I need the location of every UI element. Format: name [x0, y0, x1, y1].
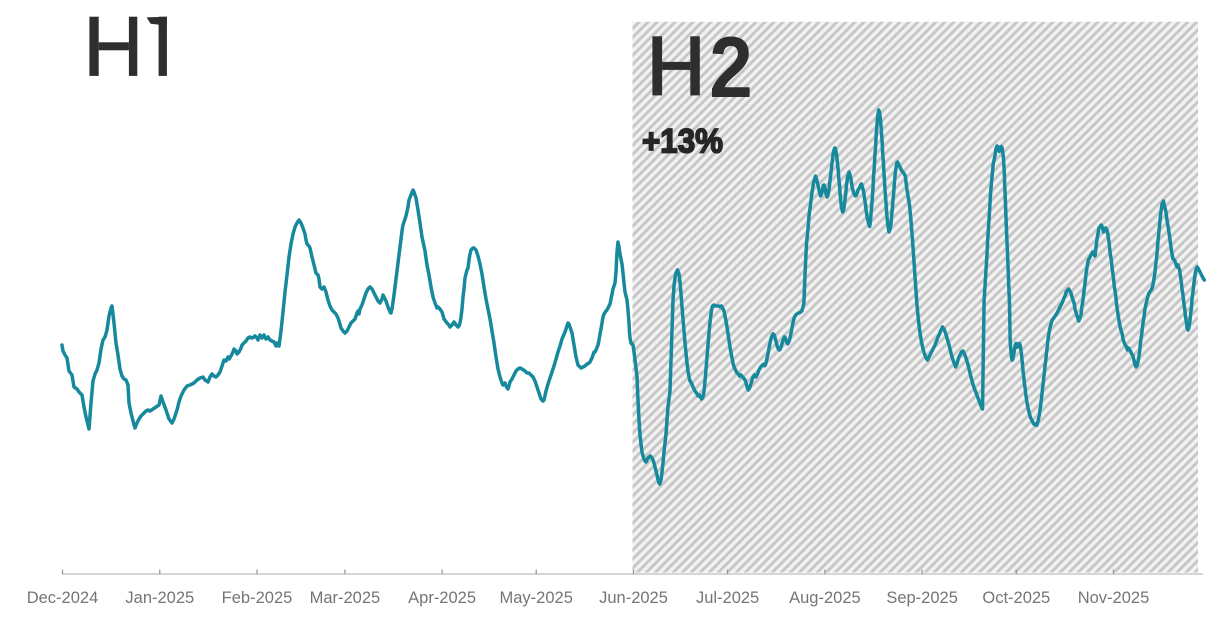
- svg-text:Dec-2024: Dec-2024: [27, 589, 99, 607]
- svg-text:Jul-2025: Jul-2025: [696, 589, 759, 607]
- svg-text:May-2025: May-2025: [500, 589, 573, 607]
- svg-text:Feb-2025: Feb-2025: [222, 589, 293, 607]
- svg-text:Jun-2025: Jun-2025: [599, 589, 668, 607]
- svg-text:Aug-2025: Aug-2025: [789, 589, 861, 607]
- svg-text:2: 2: [709, 20, 753, 116]
- svg-text:Mar-2025: Mar-2025: [310, 589, 381, 607]
- svg-text:Oct-2025: Oct-2025: [982, 589, 1050, 607]
- svg-text:Nov-2025: Nov-2025: [1078, 589, 1150, 607]
- svg-text:Sep-2025: Sep-2025: [886, 589, 958, 607]
- svg-text:+13%: +13%: [642, 123, 723, 161]
- svg-text:Jan-2025: Jan-2025: [125, 589, 194, 607]
- svg-text:Apr-2025: Apr-2025: [408, 589, 476, 607]
